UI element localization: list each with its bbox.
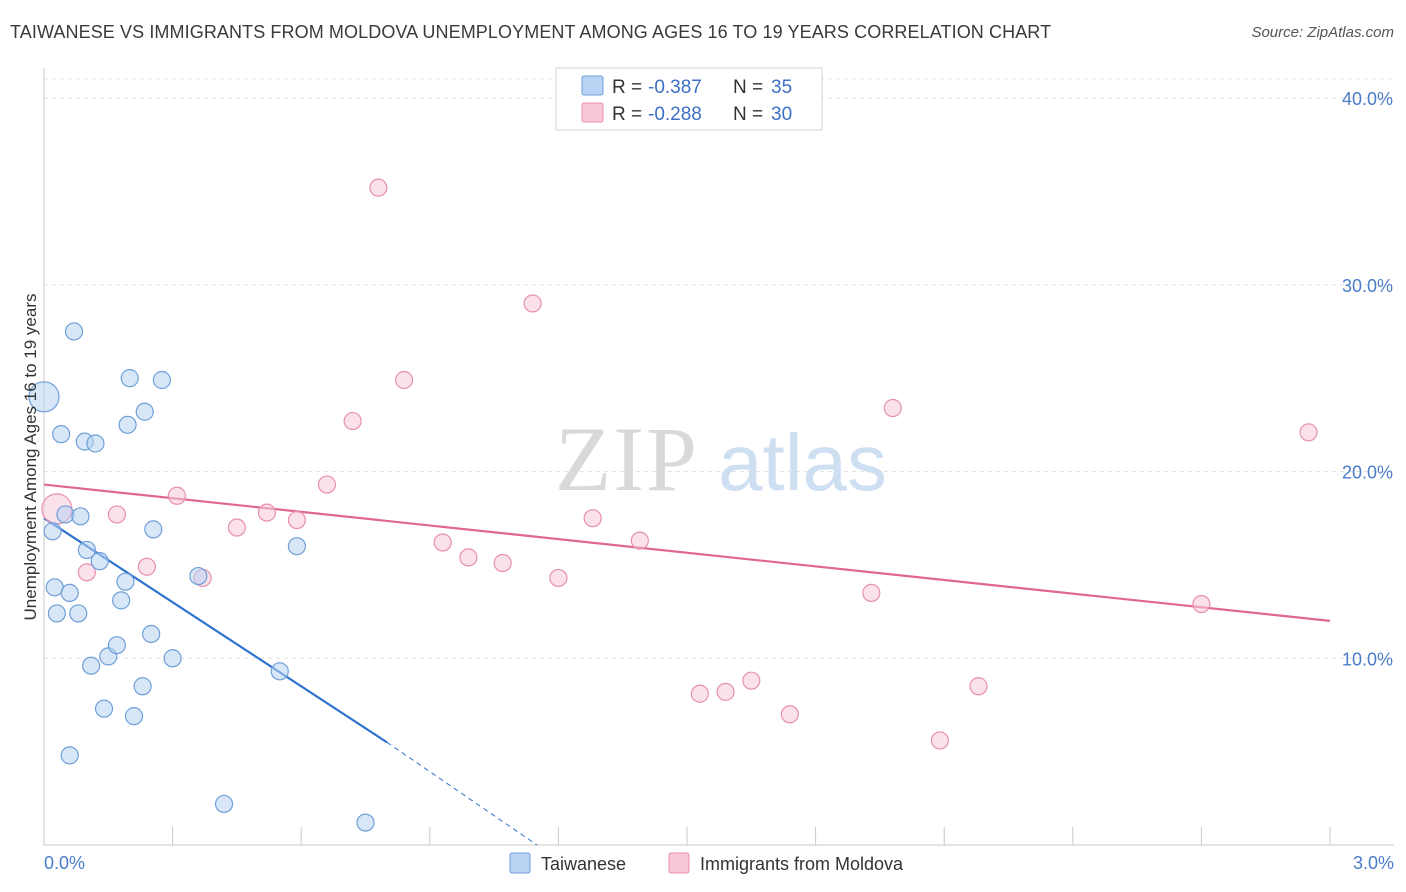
- taiwanese-point-18: [107, 636, 126, 655]
- taiwanese-point-7: [60, 746, 79, 765]
- y-tick-labels: 10.0% 20.0% 30.0% 40.0%: [1342, 89, 1393, 669]
- legend-n-value-moldova: 30: [771, 104, 792, 125]
- legend-n-label-moldova: N =: [733, 104, 763, 125]
- moldova-point-10: [343, 411, 362, 431]
- legend-swatch-moldova: [581, 102, 604, 123]
- taiwanese-point-8: [64, 322, 84, 341]
- taiwanese-point-24: [133, 677, 152, 696]
- moldova-point-26: [930, 731, 950, 750]
- moldova-point-22: [742, 671, 761, 690]
- bottom-legend-label-taiwanese: Taiwanese: [541, 854, 626, 874]
- moldova-point-15: [493, 553, 512, 573]
- moldova-point-8: [287, 510, 307, 530]
- taiwanese-point-14: [86, 434, 105, 453]
- x-tick-label-right: 3.0%: [1353, 853, 1394, 873]
- moldova-point-4: [167, 486, 186, 505]
- moldova-point-29: [1299, 423, 1318, 442]
- y-tick-label-10: 10.0%: [1342, 649, 1393, 669]
- taiwanese-point-23: [124, 707, 144, 726]
- taiwanese-point-19: [112, 591, 131, 610]
- moldova-point-24: [862, 583, 881, 602]
- moldova-point-25: [883, 398, 902, 418]
- taiwanese-point-34: [356, 813, 375, 832]
- y-tick-label-20: 20.0%: [1342, 463, 1393, 483]
- taiwanese-point-21: [118, 415, 137, 434]
- legend-r-label-taiwanese: R =: [612, 77, 642, 98]
- taiwanese-point-0: [28, 381, 60, 413]
- moldova-point-21: [716, 682, 735, 701]
- moldova-point-2: [107, 505, 126, 524]
- moldova-point-11: [369, 178, 388, 197]
- bottom-legend-label-moldova: Immigrants from Moldova: [700, 854, 904, 874]
- taiwanese-point-3: [47, 604, 66, 623]
- trend-line-moldova: [43, 483, 1331, 622]
- taiwanese-point-33: [287, 537, 307, 556]
- moldova-point-16: [523, 294, 542, 313]
- taiwanese-point-30: [189, 566, 208, 586]
- moldova-point-3: [137, 557, 156, 576]
- taiwanese-point-10: [71, 507, 90, 526]
- moldova-point-12: [394, 370, 414, 390]
- taiwanese-point-29: [163, 649, 182, 668]
- legend-r-value-taiwanese: -0.387: [648, 77, 702, 98]
- taiwanese-point-25: [135, 402, 154, 421]
- moldova-point-14: [459, 548, 478, 567]
- moldova-point-28: [1192, 594, 1211, 614]
- correlation-legend: R = -0.387 N = 35 R = -0.288 N = 30: [555, 67, 823, 131]
- moldova-point-20: [690, 684, 709, 703]
- taiwanese-point-12: [77, 540, 96, 560]
- moldova-point-23: [780, 705, 799, 724]
- taiwanese-point-26: [142, 624, 161, 644]
- moldova-point-17: [549, 568, 568, 588]
- grid-lines: [44, 78, 1394, 659]
- taiwanese-point-1: [43, 522, 62, 541]
- taiwanese-point-28: [152, 370, 171, 390]
- series-taiwanese-points: [28, 322, 375, 832]
- taiwanese-point-5: [56, 505, 75, 524]
- y-axis-label: Unemployment Among Ages 16 to 19 years: [21, 294, 40, 621]
- watermark-zip: ZIP: [555, 408, 699, 510]
- legend-r-label-moldova: R =: [612, 104, 642, 125]
- taiwanese-point-15: [90, 552, 109, 571]
- y-tick-label-30: 30.0%: [1342, 276, 1393, 296]
- taiwanese-point-13: [82, 656, 101, 675]
- moldova-point-13: [433, 533, 452, 552]
- moldova-point-18: [583, 509, 602, 528]
- taiwanese-point-20: [116, 572, 135, 591]
- moldova-point-1: [77, 563, 96, 582]
- taiwanese-point-27: [144, 520, 163, 539]
- legend-n-label-taiwanese: N =: [733, 77, 763, 98]
- taiwanese-point-4: [52, 425, 71, 444]
- axes: [43, 68, 1394, 846]
- trend-lines: [43, 483, 1331, 846]
- taiwanese-point-31: [214, 794, 234, 814]
- moldova-point-6: [227, 518, 246, 537]
- series-legend: Taiwanese Immigrants from Moldova: [509, 852, 904, 874]
- taiwanese-point-22: [120, 369, 139, 388]
- legend-swatch-taiwanese: [581, 75, 604, 96]
- chart-source: Source: ZipAtlas.com: [1251, 24, 1394, 41]
- bottom-legend-swatch-taiwanese: [509, 852, 531, 874]
- moldova-point-19: [630, 531, 649, 550]
- legend-n-value-taiwanese: 35: [771, 77, 792, 98]
- trend-line-taiwanese-extension: [386, 741, 538, 846]
- x-tick-label-left: 0.0%: [44, 853, 85, 873]
- moldova-point-9: [317, 475, 337, 494]
- taiwanese-point-6: [60, 583, 79, 602]
- taiwanese-point-32: [270, 662, 289, 681]
- legend-r-value-moldova: -0.288: [648, 104, 702, 125]
- moldova-point-27: [969, 677, 988, 696]
- watermark-atlas: atlas: [718, 418, 887, 507]
- chart-title: TAIWANESE VS IMMIGRANTS FROM MOLDOVA UNE…: [10, 22, 1052, 42]
- taiwanese-point-16: [94, 699, 114, 718]
- bottom-legend-swatch-moldova: [668, 852, 690, 874]
- taiwanese-point-9: [69, 604, 88, 623]
- moldova-point-7: [257, 503, 277, 522]
- y-tick-label-40: 40.0%: [1342, 89, 1393, 109]
